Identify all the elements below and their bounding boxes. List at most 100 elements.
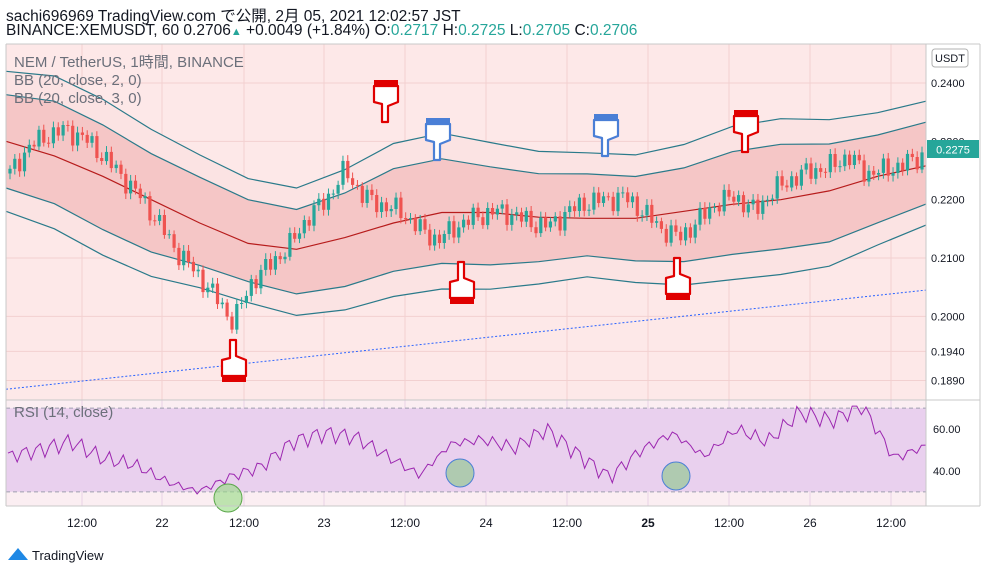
candle-body [172, 234, 176, 248]
candle-body [645, 204, 649, 216]
candle-body [283, 256, 287, 260]
candle-body [790, 176, 794, 188]
time-tick-label: 22 [155, 516, 169, 530]
candle-body [66, 125, 70, 126]
candle-body [510, 214, 514, 225]
candle-body [452, 221, 456, 238]
candle-body [558, 216, 562, 231]
hand-cuff [734, 110, 758, 116]
rsi-oversold-highlight [213, 483, 243, 513]
candle-body [606, 196, 610, 198]
candle-body [413, 218, 417, 232]
candle-body [322, 198, 326, 210]
candle-body [741, 195, 746, 213]
price-axis-ticks: 0.24000.23000.22000.21000.20000.19400.18… [931, 78, 965, 388]
candle-body [462, 219, 466, 228]
sell-hand-icon [592, 114, 620, 158]
candle-body [920, 152, 924, 170]
candle-body [442, 234, 446, 243]
candle-body [312, 205, 316, 226]
candle-body [611, 196, 615, 212]
candle-body [838, 166, 842, 168]
candle-body [225, 302, 229, 317]
candle-body [751, 199, 755, 205]
candle-body [799, 169, 803, 186]
hand-cuff [666, 294, 690, 300]
candle-body [679, 231, 683, 241]
candle-body [389, 209, 393, 212]
candle-body [196, 269, 200, 272]
candle-body [114, 164, 118, 169]
candle-body [857, 154, 861, 161]
candle-body [186, 250, 191, 262]
sell-hand-icon [732, 110, 760, 154]
candle-body [240, 303, 244, 304]
candle-body [915, 157, 919, 170]
candle-body [722, 189, 726, 212]
candle-body [659, 221, 663, 229]
candle-body [244, 295, 248, 303]
bb2-upper-band [5, 94, 927, 211]
low-label: L: [509, 22, 523, 39]
hand-cuff [426, 118, 450, 124]
candle-body [394, 197, 398, 209]
candle-body [42, 129, 46, 143]
candle-body [732, 196, 736, 202]
candle-body [341, 160, 345, 185]
candle-body [592, 192, 596, 210]
candle-body [881, 158, 885, 173]
price-change: +0.0049 (+1.84%) [246, 22, 371, 39]
candle-body [177, 247, 181, 266]
rsi-tick-label: 40.00 [933, 466, 961, 478]
candle-body [640, 215, 644, 217]
candle-body [206, 287, 210, 293]
candle-body [201, 269, 205, 293]
candle-body [780, 176, 784, 186]
legend-bb1: BB (20, close, 2, 0) [14, 72, 142, 89]
candle-body [616, 192, 620, 212]
candle-body [331, 193, 335, 195]
currency-box[interactable] [931, 48, 969, 68]
candle-body [848, 154, 852, 166]
candle-body [259, 269, 263, 289]
close-label: C: [574, 22, 590, 39]
candle-body [269, 259, 273, 270]
candle-body [814, 168, 818, 179]
candle-body [539, 217, 543, 234]
candle-body [708, 207, 712, 219]
candle-body [597, 192, 601, 203]
candle-body [737, 195, 741, 202]
candle-body [703, 207, 707, 219]
time-tick-label: 12:00 [390, 516, 420, 530]
candle-body [833, 154, 837, 167]
candle-body [500, 204, 504, 209]
candle-body [162, 215, 166, 235]
candle-body [143, 196, 147, 199]
candle-body [486, 208, 490, 226]
candle-body [635, 196, 639, 216]
candle-body [563, 212, 567, 231]
tradingview-brand: TradingView [32, 548, 104, 563]
time-tick-label: 24 [479, 516, 493, 530]
candle-body [273, 256, 277, 270]
candle-body [355, 184, 359, 186]
candle-body [360, 185, 364, 203]
price-tick-label: 0.2000 [931, 311, 965, 323]
candle-body [133, 180, 138, 189]
rsi-oversold-highlight [445, 458, 475, 488]
candle-body [428, 229, 432, 246]
candle-body [95, 136, 99, 158]
hand-cuff [450, 298, 474, 304]
candle-body [365, 189, 369, 203]
candle-body [158, 215, 162, 221]
high-label: H: [442, 22, 459, 39]
candle-body [457, 227, 461, 238]
high-value: 0.2725 [458, 22, 506, 39]
candle-body [794, 176, 799, 186]
candle-body [910, 153, 914, 157]
candle-body [129, 180, 133, 194]
candle-body [534, 227, 538, 234]
candle-body [85, 134, 89, 143]
